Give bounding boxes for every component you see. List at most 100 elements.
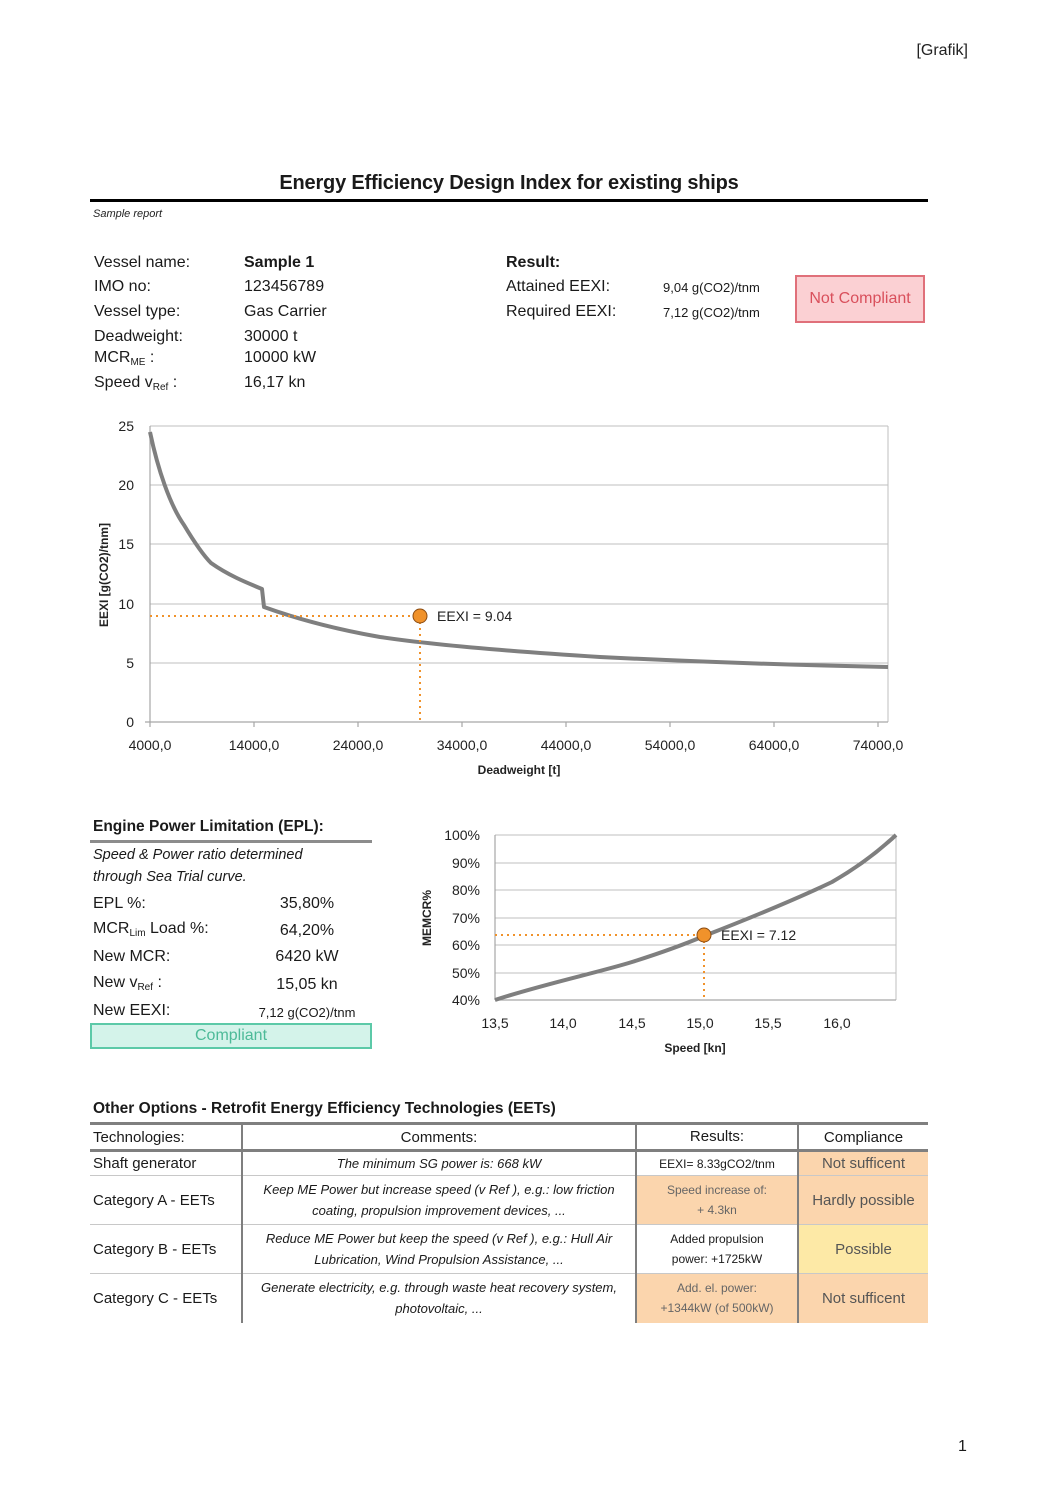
svg-text:64000,0: 64000,0 bbox=[749, 737, 800, 753]
svg-text:20: 20 bbox=[118, 477, 134, 493]
svg-text:15,0: 15,0 bbox=[686, 1015, 713, 1031]
x-tick-labels: 4000,0 14000,0 24000,0 34000,0 44000,0 5… bbox=[129, 737, 904, 753]
col-results: Results: bbox=[636, 1122, 799, 1152]
vessel-name-value: Sample 1 bbox=[244, 254, 315, 271]
epl-y-axis-title: MEMCR% bbox=[420, 890, 434, 946]
result-cell: Speed increase of: + 4.3kn bbox=[636, 1175, 799, 1225]
table-row: Category C - EETs Generate electricity, … bbox=[90, 1273, 928, 1323]
svg-text:13,5: 13,5 bbox=[481, 1015, 508, 1031]
result-cell: Added propulsion power: +1725kW bbox=[636, 1224, 799, 1274]
new-mcr-label: New MCR: bbox=[93, 948, 171, 965]
svg-text:44000,0: 44000,0 bbox=[541, 737, 592, 753]
result-cell: EEXI= 8.33gCO2/tnm bbox=[636, 1150, 799, 1176]
svg-text:34000,0: 34000,0 bbox=[437, 737, 488, 753]
attained-eexi-label: Attained EEXI: bbox=[506, 278, 611, 295]
eexi-deadweight-chart: 25 20 15 10 5 0 4000,0 14000,0 24000,0 3… bbox=[97, 418, 904, 777]
svg-text:10: 10 bbox=[118, 596, 134, 612]
new-eexi-label: New EEXI: bbox=[93, 1002, 171, 1019]
eet-header-row: Technologies: Comments: Results: Complia… bbox=[90, 1122, 928, 1152]
epl-divider bbox=[90, 840, 372, 843]
page-subtitle: Sample report bbox=[93, 208, 163, 220]
col-compliance: Compliance bbox=[798, 1122, 928, 1152]
deadweight-value: 30000 t bbox=[244, 328, 298, 345]
vessel-type-label: Vessel type: bbox=[94, 303, 181, 320]
svg-text:16,0: 16,0 bbox=[823, 1015, 850, 1031]
deadweight-label: Deadweight: bbox=[94, 328, 183, 345]
svg-text:14000,0: 14000,0 bbox=[229, 737, 280, 753]
eet-table: Technologies: Comments: Results: Complia… bbox=[90, 1122, 928, 1323]
imo-value: 123456789 bbox=[244, 278, 325, 295]
attained-eexi-marker bbox=[412, 608, 428, 624]
svg-text:50%: 50% bbox=[452, 965, 480, 981]
new-eexi-value: 7,12 g(CO2)/tnm bbox=[258, 1005, 356, 1020]
svg-text:14,0: 14,0 bbox=[549, 1015, 576, 1031]
svg-text:90%: 90% bbox=[452, 855, 480, 871]
svg-text:0: 0 bbox=[126, 714, 134, 730]
required-eexi-value: 7,12 g(CO2)/tnm bbox=[663, 305, 760, 320]
new-mcr-value: 6420 kW bbox=[275, 948, 339, 965]
svg-text:25: 25 bbox=[118, 418, 134, 434]
mcr-me-value: 10000 kW bbox=[244, 349, 317, 366]
attained-eexi-annotation: EEXI = 9.04 bbox=[437, 608, 512, 624]
mcr-lim-load-label: MCRLim Load %: bbox=[93, 920, 209, 939]
svg-text:4000,0: 4000,0 bbox=[129, 737, 172, 753]
svg-text:74000,0: 74000,0 bbox=[853, 737, 904, 753]
tech-cell: Category A - EETs bbox=[90, 1175, 243, 1225]
svg-text:70%: 70% bbox=[452, 910, 480, 926]
col-comments: Comments: bbox=[242, 1122, 637, 1152]
new-eexi-marker bbox=[696, 927, 712, 943]
tech-cell: Category B - EETs bbox=[90, 1224, 243, 1274]
svg-text:80%: 80% bbox=[452, 882, 480, 898]
x-axis-title: Deadweight [t] bbox=[478, 763, 561, 777]
mcr-me-label: MCRME : bbox=[94, 349, 155, 368]
epl-x-axis-title: Speed [kn] bbox=[664, 1041, 725, 1055]
compliance-cell: Possible bbox=[798, 1224, 928, 1274]
epl-chart-axes bbox=[494, 835, 896, 1001]
svg-text:100%: 100% bbox=[444, 827, 480, 843]
vessel-type-value: Gas Carrier bbox=[244, 303, 327, 320]
table-row: Category A - EETs Keep ME Power but incr… bbox=[90, 1175, 928, 1225]
compliant-badge: Compliant bbox=[90, 1023, 372, 1049]
svg-text:15,5: 15,5 bbox=[754, 1015, 781, 1031]
col-technologies: Technologies: bbox=[90, 1122, 243, 1152]
epl-x-tick-labels: 13,5 14,0 14,5 15,0 15,5 16,0 bbox=[481, 1015, 850, 1031]
compliance-cell: Not sufficent bbox=[798, 1273, 928, 1323]
compliance-cell: Not sufficent bbox=[798, 1150, 928, 1176]
table-row: Category B - EETs Reduce ME Power but ke… bbox=[90, 1224, 928, 1274]
epl-percent-value: 35,80% bbox=[279, 895, 335, 912]
page-title: Energy Efficiency Design Index for exist… bbox=[279, 172, 739, 194]
eet-section-title: Other Options - Retrofit Energy Efficien… bbox=[93, 1100, 556, 1117]
svg-text:24000,0: 24000,0 bbox=[333, 737, 384, 753]
eexi-reference-curve bbox=[148, 431, 889, 669]
tech-cell: Shaft generator bbox=[90, 1150, 243, 1176]
svg-text:60%: 60% bbox=[452, 937, 480, 953]
epl-chart-gridlines bbox=[495, 834, 897, 1000]
chart-gridlines bbox=[150, 425, 889, 722]
result-heading: Result: bbox=[506, 254, 561, 271]
svg-text:14,5: 14,5 bbox=[618, 1015, 645, 1031]
tech-cell: Category C - EETs bbox=[90, 1273, 243, 1323]
speed-ref-label: Speed vRef : bbox=[94, 374, 178, 393]
svg-text:5: 5 bbox=[126, 655, 134, 671]
required-eexi-label: Required EEXI: bbox=[506, 303, 617, 320]
y-axis-title: EEXI [g(CO2)/tnm] bbox=[97, 523, 111, 627]
new-vref-label: New vRef : bbox=[93, 974, 162, 993]
mcr-lim-load-value: 64,20% bbox=[279, 922, 335, 939]
epl-percent-label: EPL %: bbox=[93, 895, 146, 912]
page-number: 1 bbox=[958, 1438, 967, 1455]
comment-cell: Generate electricity, e.g. through waste… bbox=[242, 1273, 637, 1323]
speed-ref-value: 16,17 kn bbox=[244, 374, 306, 391]
svg-text:15: 15 bbox=[118, 536, 134, 552]
comment-cell: The minimum SG power is: 668 kW bbox=[242, 1150, 637, 1176]
attained-eexi-value: 9,04 g(CO2)/tnm bbox=[663, 280, 760, 295]
imo-label: IMO no: bbox=[94, 278, 151, 295]
memcr-speed-chart: 100% 90% 80% 70% 60% 50% 40% 13,5 14,0 1… bbox=[420, 827, 898, 1055]
epl-y-tick-labels: 100% 90% 80% 70% 60% 50% 40% bbox=[444, 827, 480, 1008]
result-cell: Add. el. power: +1344kW (of 500kW) bbox=[636, 1273, 799, 1323]
chart-axes bbox=[145, 426, 888, 727]
epl-description: Speed & Power ratio determined through S… bbox=[93, 847, 303, 885]
svg-text:40%: 40% bbox=[452, 992, 480, 1008]
table-row: Shaft generator The minimum SG power is:… bbox=[90, 1150, 928, 1176]
compliance-cell: Hardly possible bbox=[798, 1175, 928, 1225]
new-vref-value: 15,05 kn bbox=[276, 976, 338, 993]
